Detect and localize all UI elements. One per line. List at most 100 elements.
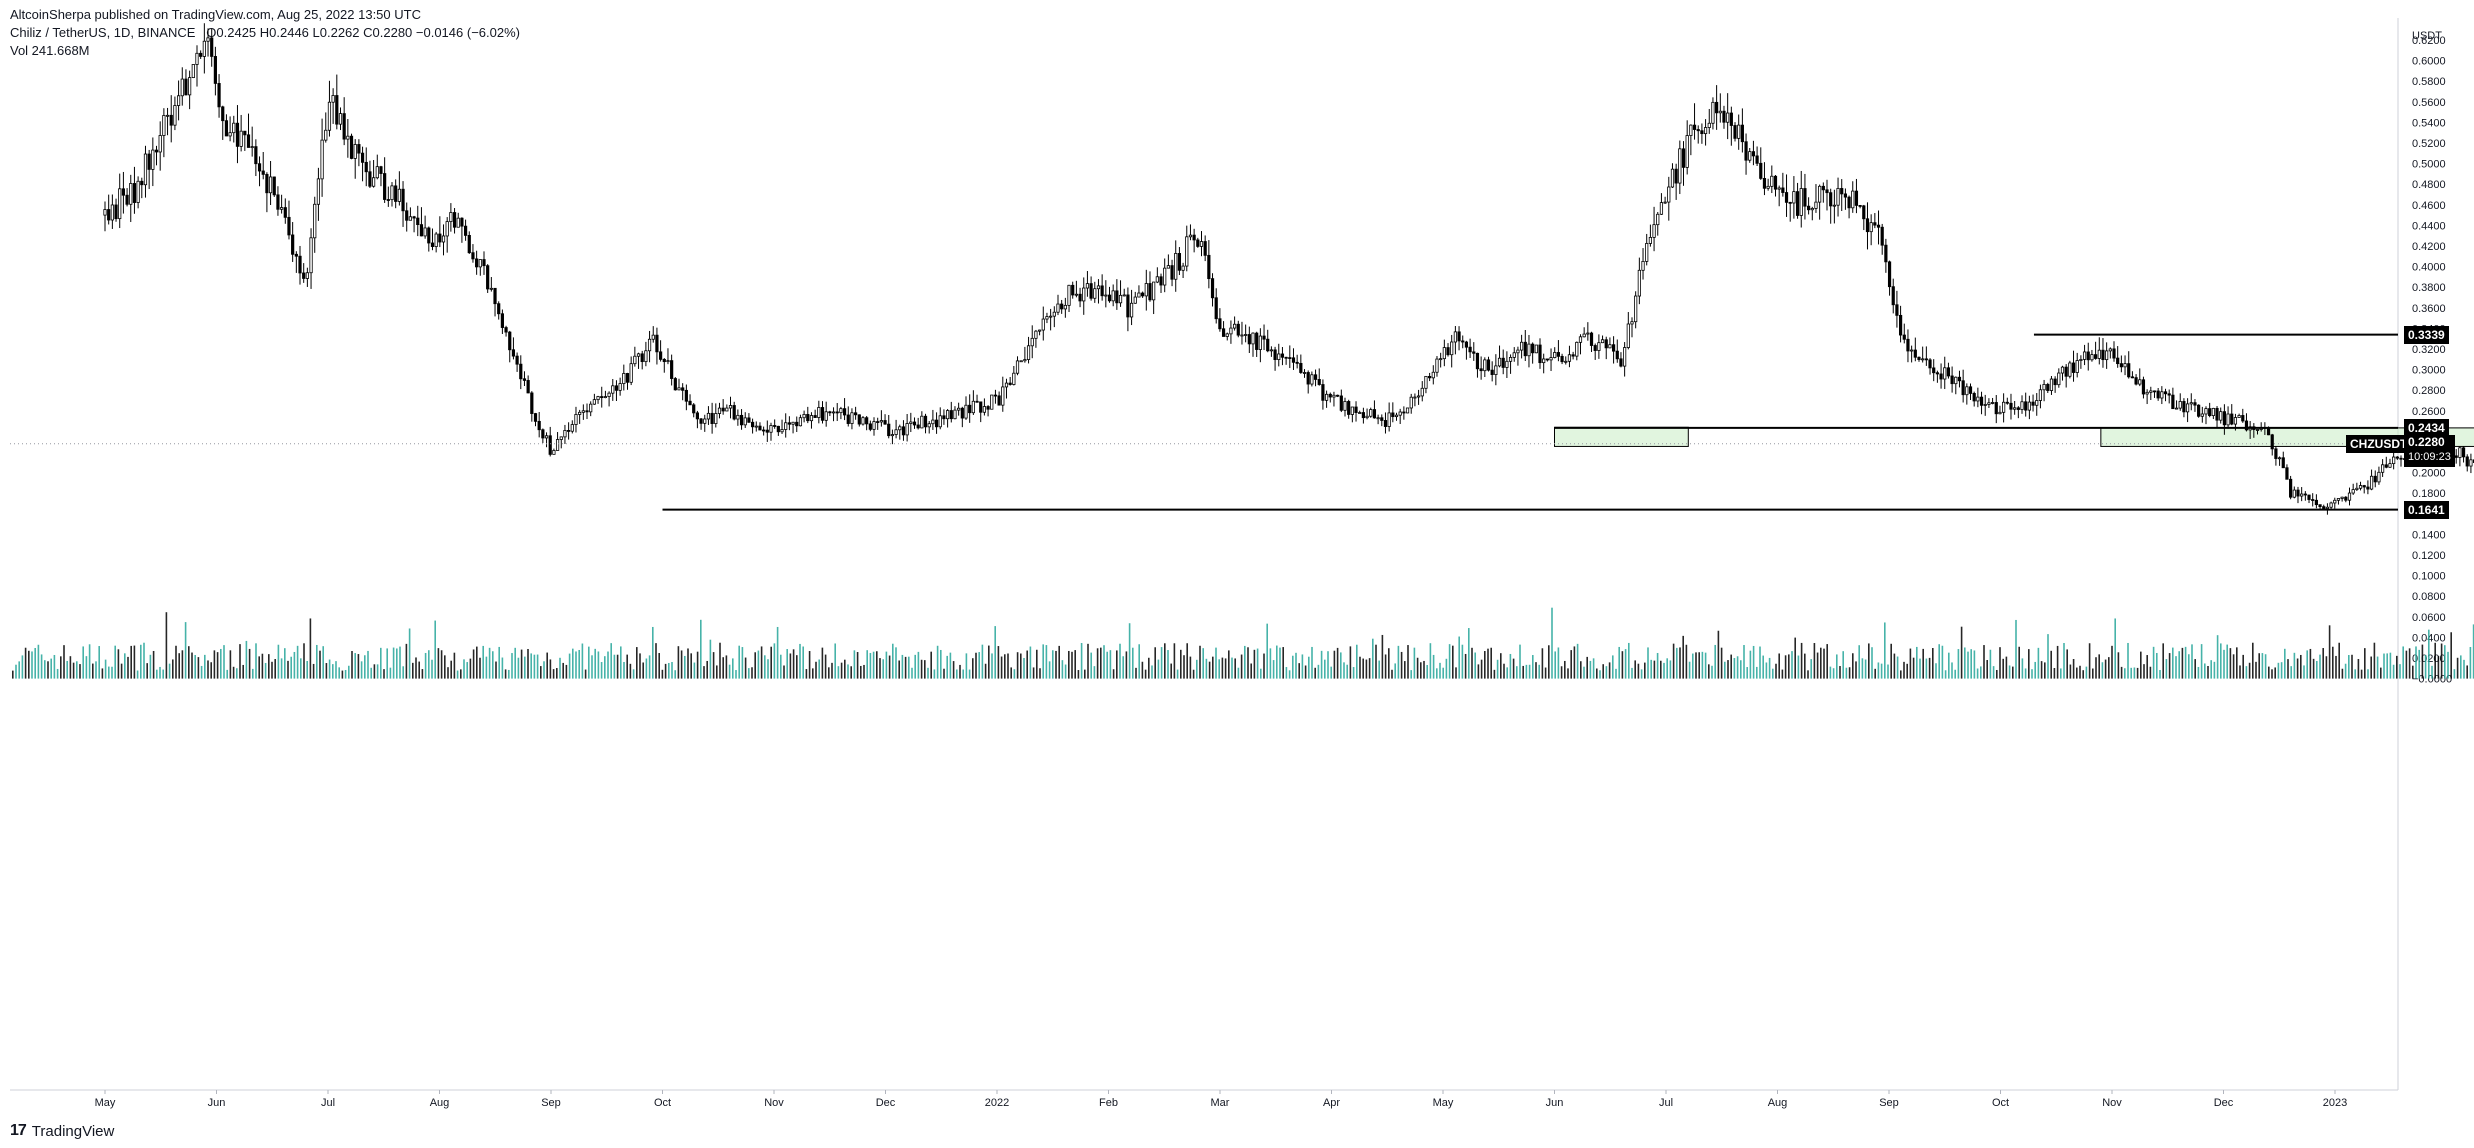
volume-bar [642,662,644,679]
candle-body [739,414,744,426]
volume-bar [2277,662,2280,679]
price-tick-label: 0.0600 [2412,612,2446,624]
volume-bar [527,648,529,679]
candle-body [1494,365,1498,375]
price-tick-label: 0.5000 [2412,159,2446,171]
candle-body [703,418,707,424]
volume-bar [1944,670,1947,679]
candle-body [1692,124,1697,130]
volume-bar [1586,656,1588,679]
volume-bar [1832,668,1835,679]
volume-bar [1509,653,1512,679]
candle-body [394,185,398,202]
volume-bar [1874,668,1876,679]
candle-body [828,411,832,414]
candle-body [2208,408,2212,416]
volume-bar [552,669,555,679]
volume-bar [2108,657,2110,679]
volume-bar [892,643,894,679]
volume-bar [1468,628,1470,679]
candle-body [563,430,567,438]
candle-body [923,415,928,428]
candle-body [912,421,917,426]
candle-body [1534,344,1538,354]
candle-body [603,396,608,399]
candle-body [1814,201,1818,209]
volume-bar [645,658,648,679]
volume-bar [2284,648,2286,679]
volume-bar [376,664,379,679]
candle-body [2197,404,2201,417]
volume-bar [760,646,763,679]
candle-body [1792,191,1796,204]
candle-body [1302,372,1307,374]
candle-body [644,350,648,363]
symbol-name[interactable]: Chiliz / TetherUS, 1D, BINANCE [10,25,196,40]
candle-body [449,212,453,223]
candle-body [2171,394,2175,410]
volume-bar [1864,659,1867,679]
candle-body [463,225,468,236]
candle-body [1244,334,1248,336]
volume-bar [658,653,660,679]
volume-bar [866,650,868,679]
candle-body [898,426,902,431]
volume-bar [2056,645,2059,679]
candle-body [2226,413,2230,426]
candle-body [1924,358,1928,361]
volume-bar [844,659,846,679]
volume-bar [661,669,664,679]
volume-bar [1621,651,1624,679]
volume-bar [2453,669,2456,679]
candle-body [283,207,287,218]
candle-body [1347,401,1351,415]
volume-bar [588,646,590,679]
volume-bar [1160,647,1163,679]
candle-body [1435,358,1439,373]
volume-bar [1420,662,1422,679]
volume-bar [2037,647,2040,679]
candle-body [291,234,295,255]
volume-bar [2463,659,2465,679]
volume-bar [1896,656,1899,679]
volume-bar [533,654,536,679]
volume-bar [1861,658,1864,679]
candle-body [1240,334,1244,337]
volume-bar [805,669,808,679]
volume-bar [2408,648,2411,679]
volume-bar [1576,643,1579,679]
candle-body [1420,387,1424,397]
candle-body [1567,354,1572,362]
volume-bar [613,654,616,679]
candle-body [1829,192,1833,207]
volume-bar [95,661,97,679]
volume-bar [1324,659,1326,679]
candle-body [802,414,806,419]
volume-bar [1205,658,1208,679]
volume-bar [252,668,254,679]
volume-bar [2069,664,2072,679]
volume-bar [709,639,712,679]
volume-bar [1724,661,1726,679]
candle-body [1575,341,1579,357]
candle-body [1604,339,1608,349]
volume-bar [1695,652,1697,679]
volume-bar [1378,660,1380,679]
volume-bar [610,643,612,679]
candle-body [195,52,199,65]
candle-body [2156,390,2160,399]
candle-body [316,178,321,205]
candle-body [1656,213,1660,226]
volume-bar [143,642,145,679]
volume-bar [2344,663,2347,679]
last-price-value: 0.2280 [2408,434,2445,449]
candle-body [2200,413,2204,417]
volume-bar [594,648,596,679]
candle-body [2193,402,2197,406]
volume-bar [124,653,126,679]
candle-body [1291,357,1296,363]
candle-body [625,373,630,383]
volume-bar [700,619,702,679]
candle-body [2038,389,2043,401]
